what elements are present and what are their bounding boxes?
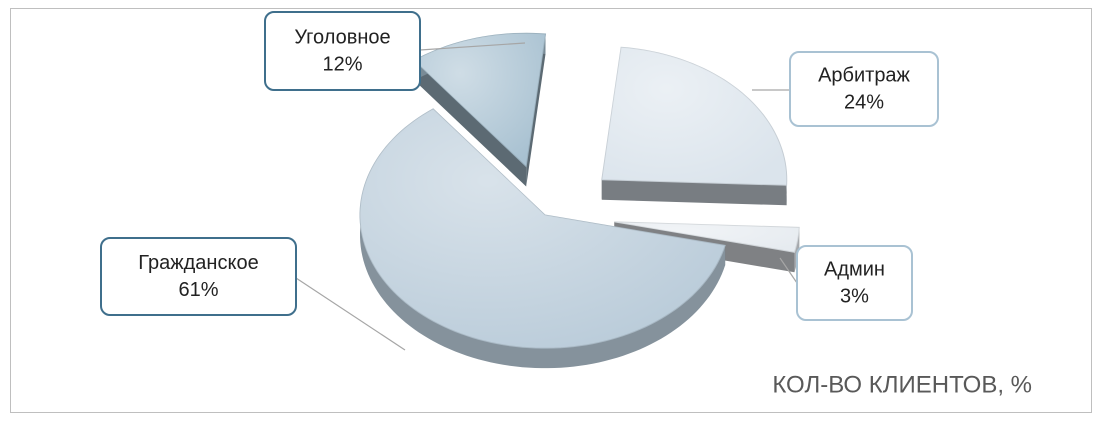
slice-highlight [614,221,800,253]
slice-side [414,60,527,187]
leader-line [779,257,798,284]
leader-line [295,277,406,351]
category-label: Админ [824,258,885,280]
category-label: Уголовное [294,26,390,48]
value-label: 12% [322,53,362,75]
label-box [100,237,297,316]
chart-title: КОЛ-ВО КЛИЕНТОВ, % [772,371,1032,398]
category-label: Гражданское [138,252,258,274]
slice-highlight [601,47,787,186]
slice-highlight [360,108,726,349]
leader-line [419,42,526,51]
slice-highlight [414,33,546,167]
label-box [796,245,913,321]
slice-side [601,179,787,206]
label-box [264,11,421,91]
category-label: Арбитраж [818,64,910,86]
value-label: 24% [844,91,884,113]
label-box [789,51,939,127]
slice-side [526,33,546,187]
value-label: 3% [840,285,869,307]
value-label: 61% [178,279,218,301]
